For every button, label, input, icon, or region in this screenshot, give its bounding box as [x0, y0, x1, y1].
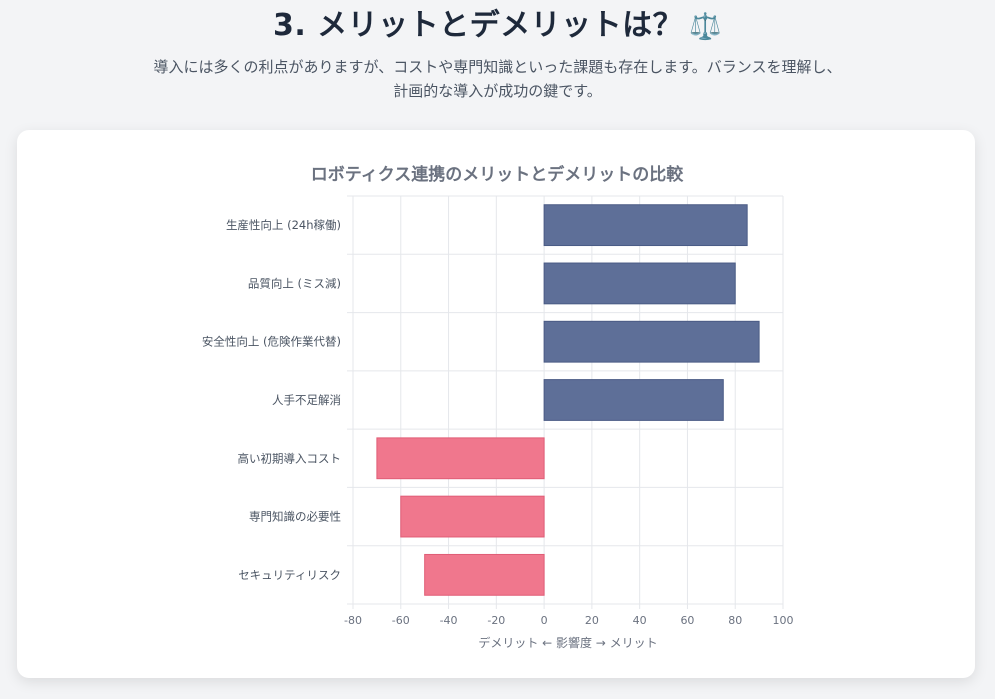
category-labels: 生産性向上 (24h稼働) 品質向上 (ミス減) 安全性向上 (危険作業代替) 人手不…	[202, 218, 341, 582]
scales-icon: ⚖️	[689, 12, 723, 42]
category-label: 専門知識の必要性	[249, 510, 341, 524]
bar-merit	[543, 204, 748, 247]
x-tick-label: 80	[728, 614, 742, 627]
bar-merit	[543, 379, 724, 421]
chart-card: ロボティクス連携のメリットとデメリットの比較 生産性向上 (24h稼働) 品質向上…	[17, 130, 975, 678]
bar-demerit	[376, 437, 545, 480]
x-tick-label: 0	[541, 614, 548, 627]
x-tick-label: -20	[487, 614, 505, 627]
category-label: 品質向上 (ミス減)	[248, 276, 341, 290]
x-tick-label: 60	[680, 614, 694, 627]
bar-demerit	[424, 553, 545, 596]
x-tick-labels: -80 -60 -40 -20 0 20 40 60 80 100	[344, 614, 793, 627]
comparison-bar-chart: ロボティクス連携のメリットとデメリットの比較 生産性向上 (24h稼働) 品質向上…	[202, 164, 794, 650]
category-label: 安全性向上 (危険作業代替)	[202, 335, 341, 349]
page-subtitle: 導入には多くの利点がありますが、コストや専門知識といった課題も存在します。バラン…	[153, 58, 842, 100]
category-label: 高い初期導入コスト	[238, 451, 342, 465]
page-title: 3. メリットとデメリットは？ ⚖️	[0, 6, 995, 47]
category-label: 生産性向上 (24h稼働)	[226, 218, 341, 232]
bars	[376, 204, 760, 596]
category-label: 人手不足解消	[272, 393, 341, 407]
x-tick-label: -80	[344, 614, 362, 627]
chart-title: ロボティクス連携のメリットとデメリットの比較	[311, 164, 684, 185]
bar-demerit	[400, 495, 545, 538]
x-tick-label: -60	[392, 614, 410, 627]
x-tick-label: -40	[440, 614, 458, 627]
page-title-text: 3. メリットとデメリットは？	[272, 8, 684, 43]
x-tick-label: 20	[585, 614, 599, 627]
x-tick-label: 100	[773, 614, 794, 627]
category-label: セキュリティリスク	[238, 568, 341, 582]
x-tick-label: 40	[633, 614, 647, 627]
bar-merit	[543, 320, 760, 363]
bar-merit	[543, 262, 736, 305]
page-header: 3. メリットとデメリットは？ ⚖️ 導入には多くの利点がありますが、コストや専門…	[0, 0, 995, 103]
x-axis-label: デメリット ← 影響度 → メリット	[478, 635, 657, 650]
